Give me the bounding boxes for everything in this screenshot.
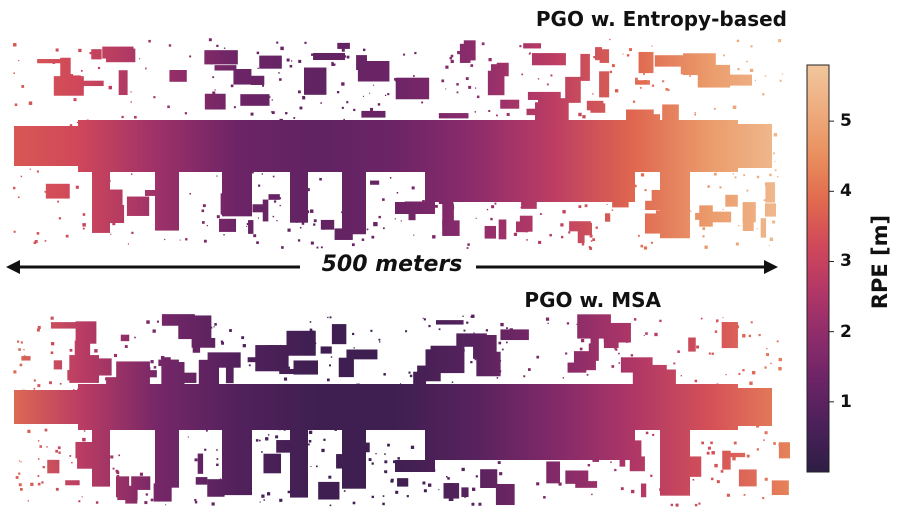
colorbar bbox=[806, 64, 834, 473]
colorbar-tick-label-1: 1 bbox=[840, 391, 852, 412]
scale-bar-arrow-right bbox=[764, 260, 778, 274]
scale-bar-arrow-left bbox=[6, 260, 20, 274]
panel-title-bottom: PGO w. MSA bbox=[524, 288, 661, 312]
map-top-rpe-fill bbox=[12, 38, 784, 250]
colorbar-label: RPE [m] bbox=[868, 214, 892, 310]
scale-bar bbox=[6, 260, 778, 274]
panel-title-top: PGO w. Entropy-based bbox=[535, 7, 787, 31]
colorbar-tick-label-3: 3 bbox=[840, 251, 852, 272]
colorbar-ticks bbox=[829, 120, 834, 403]
scale-bar-label: 500 meters bbox=[311, 252, 473, 277]
colorbar-tick-label-4: 4 bbox=[840, 181, 852, 202]
colorbar-tick-label-2: 2 bbox=[840, 321, 852, 342]
colorbar-gradient bbox=[806, 64, 830, 473]
colorbar-tick-label-5: 5 bbox=[840, 111, 852, 132]
map-top bbox=[12, 38, 784, 250]
scale-bar-label-wrap: 500 meters bbox=[0, 252, 784, 277]
map-bottom bbox=[13, 314, 790, 507]
map-bottom-rpe-fill bbox=[13, 314, 790, 507]
